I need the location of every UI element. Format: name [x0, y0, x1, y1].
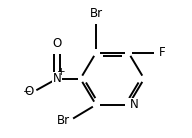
Text: F: F	[158, 46, 165, 59]
Text: −: −	[23, 87, 31, 97]
Text: N: N	[53, 72, 61, 85]
Text: Br: Br	[89, 7, 103, 20]
Text: O: O	[24, 85, 34, 98]
Text: Br: Br	[57, 114, 70, 127]
Text: +: +	[57, 67, 66, 77]
Text: N: N	[130, 98, 139, 111]
Text: O: O	[52, 37, 62, 50]
